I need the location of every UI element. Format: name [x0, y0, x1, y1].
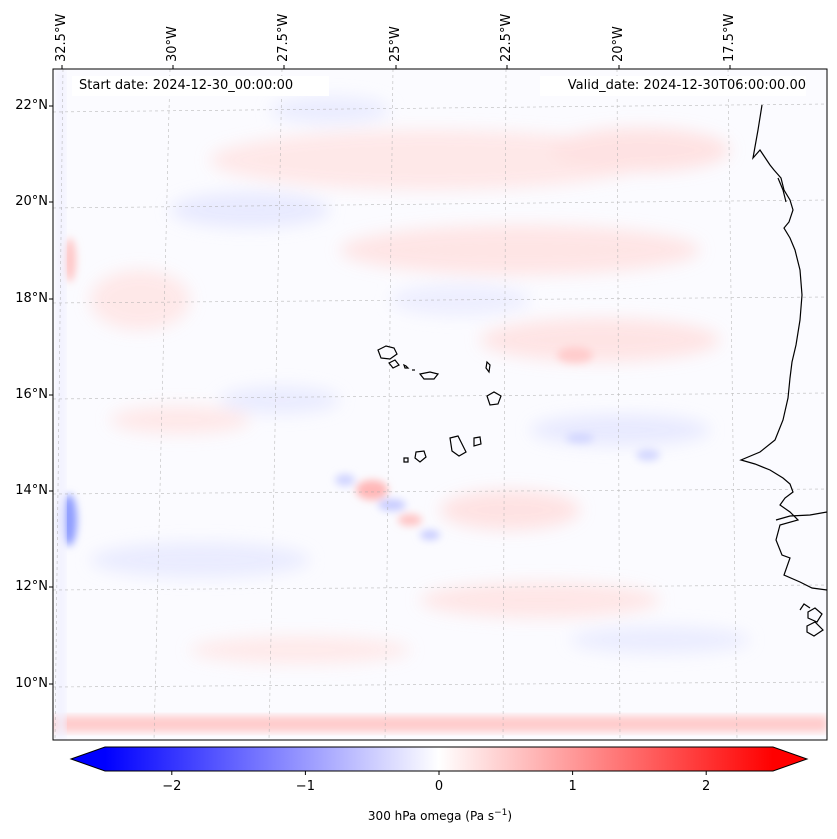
lat-label: 14°N [15, 483, 48, 498]
lon-label: 25°W [388, 26, 403, 62]
valid-date-box: Valid_date: 2024-12-30T06:00:00.00 [540, 76, 806, 96]
lon-label: 30°W [165, 26, 180, 62]
lon-label: 32.5°W [54, 13, 69, 62]
plot-frame [52, 68, 828, 741]
colorbar-tick-label: 1 [568, 779, 577, 794]
lon-label: 27.5°W [276, 13, 291, 62]
omega-field [53, 69, 827, 740]
lat-label: 20°N [15, 194, 48, 209]
start-date-box: Start date: 2024-12-30_00:00:00 [72, 76, 329, 96]
start-date-text: Start date: 2024-12-30_00:00:00 [79, 78, 294, 93]
valid-date-text: Valid_date: 2024-12-30T06:00:00.00 [567, 78, 806, 93]
colorbar-tick-label: 2 [702, 779, 711, 794]
lat-label: 22°N [15, 98, 48, 113]
colorbar-tick-label: −1 [295, 779, 315, 794]
coastline [739, 104, 827, 637]
lat-ticks [49, 105, 53, 685]
lat-label: 16°N [15, 387, 48, 402]
lat-label: 10°N [15, 676, 48, 691]
lon-label: 22.5°W [499, 13, 514, 62]
cape-verde-islands [377, 345, 502, 463]
colorbar-label: 300 hPa omega (Pa s−1) [367, 808, 513, 823]
colorbar-tick-label: −2 [162, 779, 182, 794]
colorbar [69, 746, 809, 775]
lat-label: 12°N [15, 579, 48, 594]
lon-label: 20°W [611, 26, 626, 62]
colorbar-tick-label: 0 [434, 779, 444, 794]
lon-ticks [61, 65, 731, 69]
graticule [53, 69, 827, 740]
lat-label: 18°N [15, 291, 48, 306]
lon-label: 17.5°W [722, 13, 737, 62]
